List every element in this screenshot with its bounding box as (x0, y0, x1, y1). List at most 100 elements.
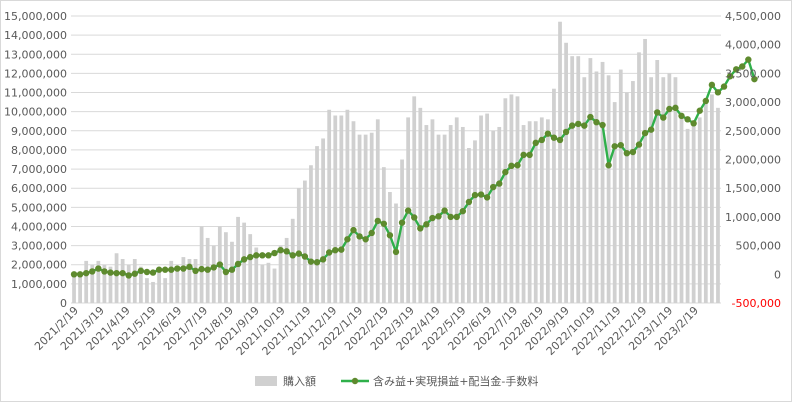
line-point (155, 266, 163, 273)
bar (333, 115, 338, 303)
bar (272, 268, 277, 303)
bar (163, 278, 168, 303)
line-point (641, 129, 649, 137)
bar (564, 42, 568, 303)
line-point (453, 213, 460, 221)
line-point (587, 113, 594, 121)
bar (552, 88, 556, 303)
line-point (751, 75, 758, 83)
legend: 購入額 含み益+実現損益+配当金-手数料 (255, 374, 538, 388)
bar (193, 258, 198, 303)
bar (381, 167, 386, 303)
bar (558, 21, 562, 304)
line-point (441, 207, 448, 214)
y-right-tick-label: 4,000,000 (725, 39, 781, 52)
legend-bar-swatch (255, 376, 277, 386)
bar (321, 138, 325, 303)
line-point (581, 122, 588, 129)
bar (509, 94, 514, 304)
line-point (180, 265, 187, 272)
y-left-tick-label: 9,000,000 (11, 125, 67, 138)
bar (539, 117, 544, 303)
bar (515, 96, 520, 303)
bar (199, 226, 204, 303)
y-left-tick-label: 8,000,000 (11, 144, 67, 157)
line-point (544, 130, 552, 137)
bar (710, 94, 714, 304)
bar (570, 56, 575, 304)
line-point (137, 267, 145, 275)
bar (473, 140, 477, 303)
bar (242, 222, 247, 303)
bar (260, 264, 265, 303)
bar (254, 247, 259, 303)
line-point (423, 221, 430, 228)
line-point (732, 66, 740, 73)
bar (211, 245, 216, 303)
y-left-tick-label: 10,000,000 (4, 106, 67, 119)
bar (357, 134, 362, 303)
bar (673, 77, 678, 303)
bar (302, 180, 307, 303)
y-left-tick-label: 13,000,000 (4, 48, 67, 61)
bar (126, 264, 131, 303)
line-point (240, 256, 248, 263)
line-point (362, 236, 369, 243)
line-point (684, 116, 691, 123)
line-point (483, 194, 491, 201)
y-right-tick-label: 2,500,000 (725, 125, 781, 138)
line-point (350, 226, 357, 234)
line-point (204, 266, 211, 273)
line-point (526, 151, 533, 159)
line-point (496, 180, 503, 187)
line-point (161, 266, 169, 273)
line-point (726, 73, 734, 80)
bar (108, 266, 113, 303)
bar (114, 253, 119, 303)
line-point (720, 83, 728, 90)
line-point (514, 162, 521, 169)
line-point (95, 265, 102, 272)
line-point (532, 139, 539, 147)
line-point (82, 269, 90, 277)
line-point (666, 105, 673, 113)
legend-line-label: 含み益+実現損益+配当金-手数料 (373, 374, 538, 388)
bar (661, 77, 666, 303)
bar (284, 237, 289, 303)
bar (491, 130, 496, 303)
bar (545, 119, 550, 303)
line-point (417, 225, 424, 232)
bar (327, 109, 332, 304)
line-point (338, 246, 345, 253)
y-right-tick-label: 1,000,000 (725, 211, 781, 224)
bar (655, 60, 660, 303)
line-point (125, 272, 132, 279)
line-point (459, 207, 467, 215)
line-point (277, 246, 284, 254)
line-point (186, 263, 193, 271)
line-point (617, 141, 624, 149)
line-point (265, 252, 272, 259)
line-point (70, 271, 78, 278)
bar (600, 61, 605, 303)
y-right-tick-label: 3,000,000 (725, 96, 781, 109)
line-point (210, 264, 217, 271)
bar (424, 125, 429, 303)
line-point (714, 89, 722, 96)
bar (224, 232, 228, 303)
bar (576, 56, 581, 304)
line-point (313, 259, 321, 266)
line-point (253, 252, 260, 259)
bar (375, 119, 380, 303)
line-point (447, 213, 454, 221)
bar (412, 96, 417, 303)
bar (278, 245, 283, 303)
line-point (307, 258, 315, 265)
line-point (575, 120, 582, 128)
bar (157, 272, 161, 303)
bar (351, 121, 356, 303)
line-point (471, 191, 479, 199)
bar (102, 264, 107, 303)
bar (594, 71, 599, 303)
